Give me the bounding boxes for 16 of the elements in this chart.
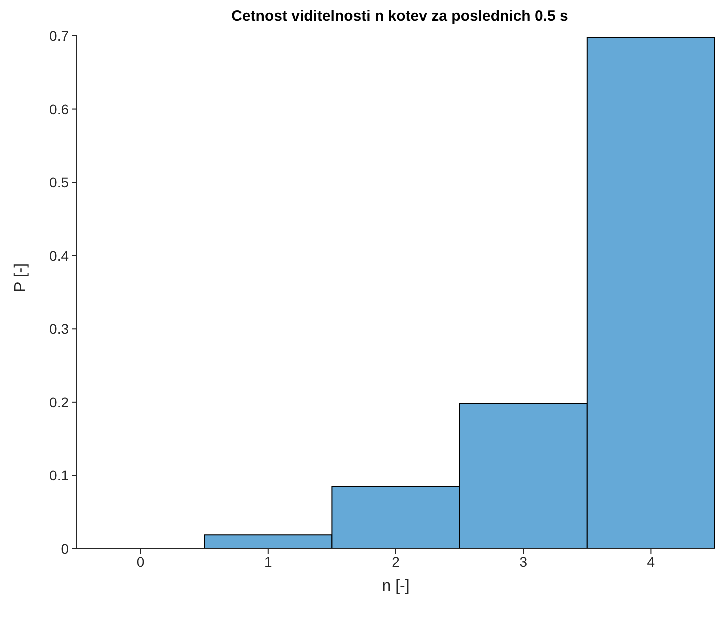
y-tick-label: 0.1 xyxy=(50,468,70,484)
y-tick-label: 0.4 xyxy=(50,248,70,264)
x-tick-label: 4 xyxy=(647,554,656,570)
y-tick-label: 0.3 xyxy=(50,321,70,338)
x-tick-label: 1 xyxy=(264,554,272,570)
x-tick-label: 2 xyxy=(392,554,400,570)
y-tick-label: 0 xyxy=(61,540,70,557)
x-tick-label: 3 xyxy=(520,554,528,570)
y-tick-label: 0.7 xyxy=(50,28,70,44)
x-tick-label: 0 xyxy=(136,554,145,570)
y-tick-label: 0.6 xyxy=(50,101,70,118)
y-tick-label: 0.2 xyxy=(50,394,70,410)
y-tick-label: 0.5 xyxy=(50,174,70,191)
x-axis-title: n [-] xyxy=(382,578,410,595)
chart-title: Cetnost viditelnosti n kotev za poslednich 0.5 s xyxy=(230,8,570,25)
y-axis-title: P [-] xyxy=(12,263,30,292)
